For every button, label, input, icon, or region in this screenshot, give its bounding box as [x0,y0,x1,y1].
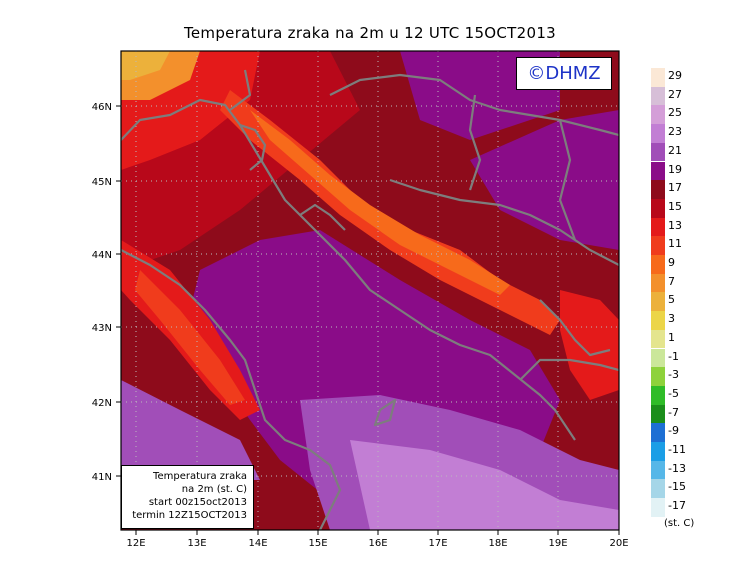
lat-label: 43N [92,323,112,334]
legend-label: 19 [668,162,682,176]
legend-swatch [651,86,665,106]
legend-swatch [651,423,665,442]
legend-label: 9 [668,256,675,269]
dhmz-watermark: ©DHMZ [516,57,612,90]
lon-label: 19E [548,538,567,549]
legend-swatch [651,311,665,330]
lon-labels: 12E 13E 14E 15E 16E 17E 18E 19E 20E [126,538,628,549]
info-line: start 00z15oct2013 [148,497,247,508]
legend-swatch [651,348,665,368]
legend-label: 21 [668,143,682,157]
legend-label: -3 [668,368,679,382]
lat-label: 41N [92,472,112,483]
legend-swatch [651,460,665,480]
lat-labels: 41N 42N 43N 44N 45N 46N [92,102,112,483]
legend-swatch [651,479,665,499]
lat-label: 45N [92,177,112,188]
legend-label: 27 [668,87,682,101]
legend-label: 7 [668,274,675,288]
legend-label: 29 [668,69,682,82]
lat-label: 42N [92,398,112,409]
tick-marks [116,105,620,535]
map-title: Temperatura zraka na 2m u 12 UTC 15OCT20… [183,24,557,42]
graticule [121,51,619,530]
legend-swatch [651,142,665,162]
legend-swatch [651,161,665,181]
legend-swatch [651,217,665,237]
lat-label: 46N [92,102,112,113]
legend-label: 25 [668,106,682,120]
legend-label: 15 [668,199,682,213]
lon-label: 14E [248,538,267,549]
info-box: Temperatura zraka na 2m (st. C) start 00… [121,465,254,529]
lon-label: 12E [126,538,145,549]
legend-label: 1 [668,330,675,344]
legend-label: -1 [668,349,679,363]
lon-label: 18E [488,538,507,549]
legend-label: 13 [668,218,682,232]
legend-swatch [651,367,665,386]
legend-swatch [651,255,665,274]
legend-label: 5 [668,293,675,307]
legend-units: (st. C) [664,518,695,529]
lon-label: 17E [428,538,447,549]
legend-swatch [651,198,665,218]
coastlines [121,69,619,530]
temperature-field [121,51,619,530]
legend-label: 3 [668,312,675,326]
legend-label: -15 [668,480,686,494]
legend-swatch [651,68,665,87]
lon-label: 13E [187,538,206,549]
lon-label: 20E [609,538,628,549]
info-line: termin 12Z15OCT2013 [132,510,247,521]
legend-label: -7 [668,405,679,419]
legend-swatch [651,105,665,125]
info-line: na 2m (st. C) [181,484,247,495]
legend-label: 11 [668,237,682,251]
info-line: Temperatura zraka [153,471,247,482]
legend-swatch [651,292,665,312]
legend-swatch [651,273,665,293]
legend-swatch [651,180,665,199]
legend-swatch [651,404,665,424]
legend-label: -5 [668,386,679,400]
legend-swatch [651,124,665,143]
lon-label: 15E [308,538,327,549]
legend-swatch [651,442,665,461]
legend-label: 23 [668,125,682,139]
legend-label: -17 [668,499,686,513]
legend-swatch [651,498,665,517]
lat-label: 44N [92,250,112,261]
map-frame [120,50,620,531]
legend-label: -11 [668,443,686,456]
legend-swatch [651,236,665,255]
legend-label: -13 [668,461,686,475]
legend-swatch [651,385,665,405]
legend-swatch [651,329,665,349]
lon-label: 16E [368,538,387,549]
legend-label: 17 [668,181,682,195]
legend-label: -9 [668,424,679,438]
